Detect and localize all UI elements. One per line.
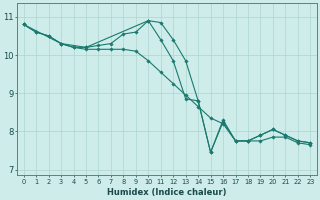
X-axis label: Humidex (Indice chaleur): Humidex (Indice chaleur) <box>107 188 227 197</box>
